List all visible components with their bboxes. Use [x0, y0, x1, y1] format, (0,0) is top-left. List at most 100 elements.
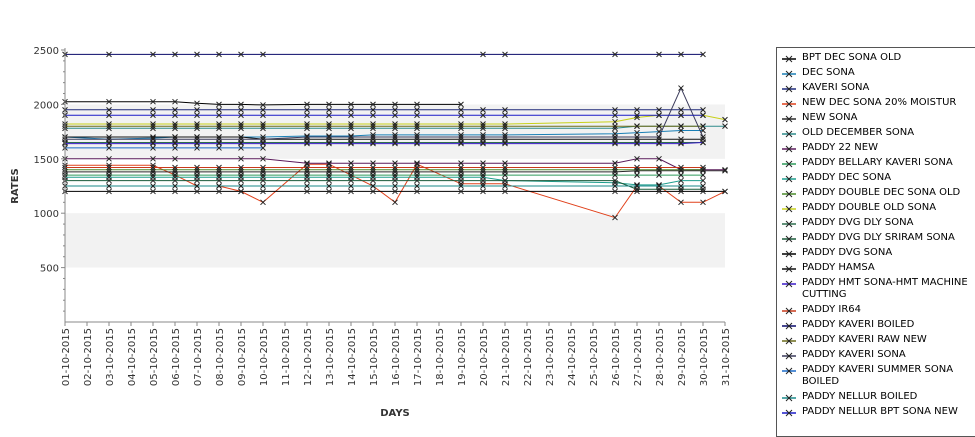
- legend-label: PADDY KAVERI BOILED: [802, 319, 915, 330]
- data-point: [678, 123, 684, 130]
- data-point: [656, 134, 662, 140]
- data-point: [458, 183, 464, 189]
- data-point: [172, 188, 178, 195]
- data-point: [216, 183, 222, 189]
- data-point: [326, 112, 332, 119]
- data-point: [700, 164, 706, 171]
- data-point: [238, 177, 244, 184]
- x-tick-label: 26-10-2015: [611, 328, 622, 386]
- data-point: [260, 123, 266, 130]
- data-point: [458, 112, 464, 119]
- data-point: [348, 172, 354, 178]
- series-line: [65, 142, 704, 145]
- legend-label: PADDY KAVERI SUMMER SONA BOILED: [802, 364, 954, 387]
- legend-item: PADDY BELLARY KAVERI SONA: [777, 157, 975, 169]
- legend-marker-icon: [782, 130, 796, 138]
- data-point: [458, 177, 464, 184]
- data-point: [172, 164, 178, 171]
- data-point: [414, 121, 420, 127]
- data-point: [700, 106, 706, 113]
- data-point: [458, 106, 464, 113]
- data-point: [260, 51, 266, 58]
- x-tick-label: 08-10-2015: [215, 328, 226, 386]
- data-point: [678, 106, 684, 113]
- data-point: [480, 160, 486, 167]
- data-point: [194, 183, 200, 189]
- x-tick-label: 10-10-2015: [259, 328, 270, 386]
- data-point: [172, 123, 178, 130]
- series-16: [62, 164, 706, 171]
- legend-marker-icon: [782, 352, 796, 360]
- legend-label: NEW SONA: [802, 112, 858, 123]
- data-point: [150, 136, 156, 143]
- data-point: [106, 145, 112, 151]
- x-tick-label: 30-10-2015: [699, 328, 710, 386]
- data-point: [106, 172, 112, 178]
- data-point: [238, 166, 244, 173]
- data-point: [150, 112, 156, 119]
- legend-marker-icon: [782, 250, 796, 258]
- data-point: [370, 177, 376, 184]
- data-point: [150, 51, 156, 58]
- data-point: [612, 160, 618, 167]
- data-point: [260, 136, 266, 143]
- data-point: [370, 172, 376, 178]
- data-point: [326, 188, 332, 195]
- data-point: [612, 166, 618, 173]
- data-point: [370, 188, 376, 195]
- legend-item: PADDY KAVERI SONA: [777, 349, 975, 361]
- x-tick-label: 07-10-2015: [193, 328, 204, 386]
- x-tick-label: 22-10-2015: [523, 328, 534, 386]
- data-point: [348, 121, 354, 127]
- legend-label: NEW DEC SONA 20% MOISTUR: [802, 97, 957, 108]
- data-point: [172, 183, 178, 189]
- data-point: [326, 106, 332, 113]
- data-point: [502, 172, 508, 178]
- data-point: [612, 123, 618, 130]
- data-point: [326, 160, 332, 167]
- series-15: [62, 139, 706, 147]
- data-point: [260, 106, 266, 113]
- legend-item: PADDY HMT SONA-HMT MACHINE CUTTING: [777, 277, 975, 301]
- data-point: [370, 160, 376, 167]
- data-point: [238, 140, 244, 147]
- data-point: [480, 172, 486, 178]
- data-point: [392, 199, 398, 206]
- legend-marker-icon: [782, 280, 796, 288]
- data-point: [216, 164, 222, 171]
- data-point: [414, 112, 420, 119]
- data-point: [260, 166, 266, 173]
- legend-item: PADDY IR64: [777, 304, 975, 316]
- legend-item: NEW SONA: [777, 112, 975, 124]
- legend-label: PADDY DVG SONA: [802, 247, 893, 258]
- data-point: [260, 199, 266, 206]
- data-point: [260, 164, 266, 171]
- legend-marker-icon: [782, 160, 796, 168]
- data-point: [326, 172, 332, 178]
- x-tick-label: 31-10-2015: [721, 328, 732, 386]
- legend-item: PADDY 22 NEW: [777, 142, 975, 154]
- data-point: [172, 172, 178, 178]
- data-point: [392, 140, 398, 147]
- data-point: [216, 101, 222, 108]
- data-point: [480, 140, 486, 147]
- data-point: [634, 112, 640, 119]
- data-point: [106, 162, 112, 169]
- data-point: [392, 101, 398, 108]
- data-point: [392, 106, 398, 113]
- data-point: [348, 123, 354, 130]
- data-point: [150, 162, 156, 169]
- series-line: [65, 136, 703, 140]
- data-point: [700, 177, 706, 184]
- data-point: [502, 134, 508, 140]
- data-point: [502, 112, 508, 119]
- legend-marker-icon: [782, 235, 796, 243]
- legend-marker-icon: [782, 220, 796, 228]
- data-point: [502, 136, 508, 143]
- data-point: [502, 123, 508, 130]
- legend-marker-icon: [782, 265, 796, 273]
- data-point: [370, 164, 376, 171]
- data-point: [106, 155, 112, 162]
- data-point: [238, 164, 244, 171]
- series-10: [62, 112, 728, 127]
